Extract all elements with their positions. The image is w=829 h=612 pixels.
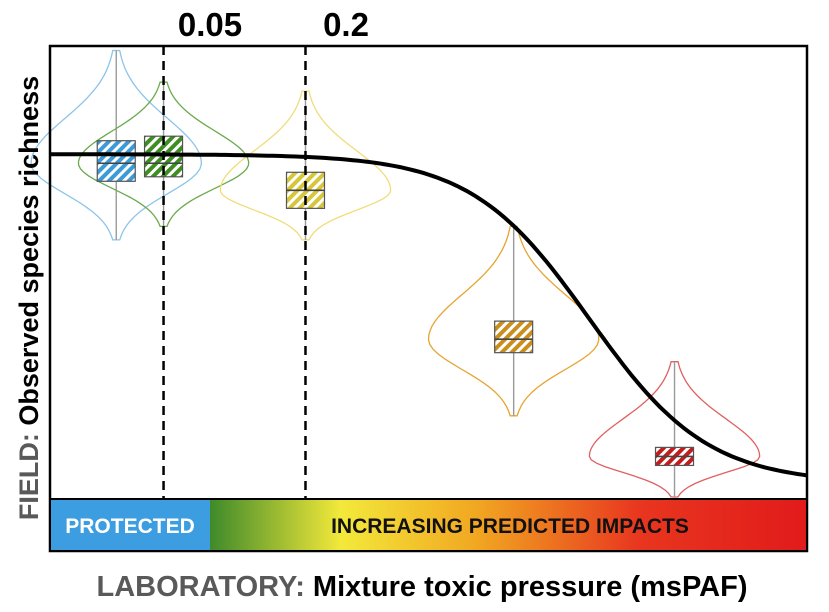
box-3 bbox=[494, 320, 534, 354]
plot-frame bbox=[48, 44, 809, 553]
y-axis-label-main: Observed species richness bbox=[14, 76, 44, 426]
threshold-label-0-05: 0.05 bbox=[178, 6, 242, 43]
y-axis-label-prefix: FIELD: bbox=[14, 433, 44, 520]
x-axis-label: LABORATORY: Mixture toxic pressure (msPA… bbox=[97, 571, 748, 603]
x-axis-label-prefix: LABORATORY: bbox=[97, 571, 305, 603]
x-axis-label-main: Mixture toxic pressure (msPAF) bbox=[313, 571, 748, 603]
protected-band bbox=[51, 499, 210, 550]
protected-band-label: PROTECTED bbox=[65, 515, 195, 538]
impacts-band bbox=[210, 499, 806, 550]
impacts-band-label: INCREASING PREDICTED IMPACTS bbox=[331, 515, 689, 538]
dose-response-curve bbox=[50, 152, 808, 478]
violin-layer bbox=[30, 49, 761, 498]
y-axis-label: FIELD: Observed species richness bbox=[14, 76, 44, 520]
box-0 bbox=[96, 140, 136, 182]
threshold-label-0-2: 0.2 bbox=[323, 6, 369, 43]
box-layer bbox=[96, 135, 695, 467]
